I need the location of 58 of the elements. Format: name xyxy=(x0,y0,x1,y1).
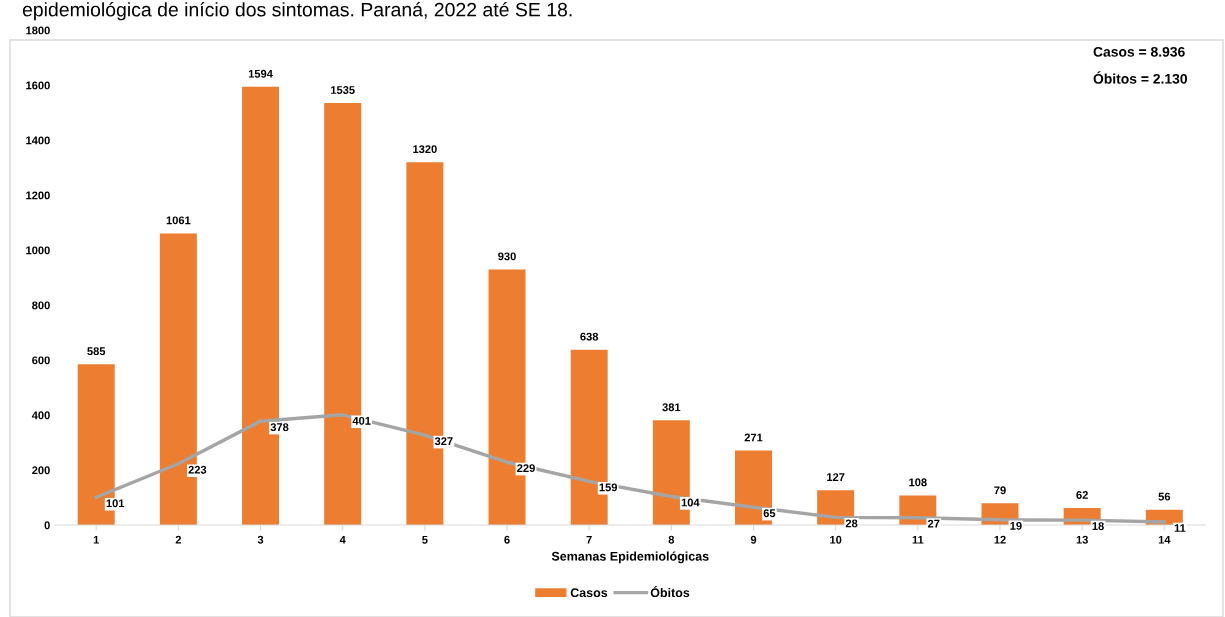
x-axis-title: Semanas Epidemiológicas xyxy=(551,551,709,564)
data-label: 1061 xyxy=(166,216,191,225)
x-tick-label: 12 xyxy=(994,535,1006,544)
data-label: 1535 xyxy=(331,86,355,94)
data-label: 79 xyxy=(994,486,1006,495)
data-label: 127 xyxy=(827,473,845,481)
data-label: 378 xyxy=(270,423,289,432)
y-tick-label: 1600 xyxy=(26,81,50,90)
x-tick-label: 1 xyxy=(93,535,99,544)
data-label: 56 xyxy=(1158,492,1171,501)
data-label: 327 xyxy=(434,437,453,446)
x-tick-label: 11 xyxy=(912,535,924,544)
x-tick-label: 4 xyxy=(339,535,346,544)
y-tick-label: 200 xyxy=(32,466,50,475)
x-tick-label: 14 xyxy=(1158,535,1171,544)
data-label: 28 xyxy=(845,519,858,528)
x-tick-label: 10 xyxy=(830,535,842,544)
data-label: 62 xyxy=(1076,491,1088,499)
y-tick-label: 1000 xyxy=(26,246,50,255)
legend-label: Casos xyxy=(570,588,608,598)
data-label: 159 xyxy=(599,483,618,492)
data-label: 401 xyxy=(352,416,371,425)
data-label: 1320 xyxy=(413,145,437,154)
data-label: 271 xyxy=(744,433,763,442)
y-tick-label: 600 xyxy=(32,356,50,365)
annotation: Casos = 8.936 xyxy=(1093,46,1185,57)
data-label: 101 xyxy=(106,499,125,508)
data-label: 223 xyxy=(188,465,207,474)
x-tick-label: 8 xyxy=(668,535,675,544)
data-label: 27 xyxy=(927,519,940,528)
y-tick-label: 0 xyxy=(44,521,50,530)
data-label: 108 xyxy=(909,478,927,487)
x-tick-label: 3 xyxy=(257,535,264,544)
data-label: 104 xyxy=(681,498,700,507)
legend-label: Óbitos xyxy=(650,585,690,598)
data-label: 19 xyxy=(1010,521,1022,530)
data-label: 585 xyxy=(87,347,106,356)
y-tick-label: 1400 xyxy=(26,136,50,145)
data-label: 1594 xyxy=(248,69,273,78)
data-label: 18 xyxy=(1092,522,1104,531)
x-tick-label: 9 xyxy=(750,535,757,544)
data-label: 930 xyxy=(498,252,516,261)
data-label: 381 xyxy=(662,403,681,412)
x-tick-label: 5 xyxy=(422,535,428,544)
data-label: 11 xyxy=(1174,524,1186,532)
x-tick-label: 13 xyxy=(1076,535,1088,544)
chart-title: epidemiológica de início dos sintomas. Paraná, 2022 até SE 18. xyxy=(22,2,572,21)
y-tick-label: 1800 xyxy=(26,26,50,35)
y-tick-label: 800 xyxy=(32,301,50,310)
data-label: 229 xyxy=(517,464,535,473)
x-tick-label: 2 xyxy=(175,535,182,544)
annotation: Óbitos = 2.130 xyxy=(1093,71,1187,84)
y-tick-label: 1200 xyxy=(26,191,50,200)
y-tick-label: 400 xyxy=(31,411,50,420)
x-tick-label: 6 xyxy=(504,535,510,544)
data-label: 638 xyxy=(580,332,599,341)
data-label: 65 xyxy=(763,509,776,518)
x-tick-label: 7 xyxy=(586,535,592,544)
